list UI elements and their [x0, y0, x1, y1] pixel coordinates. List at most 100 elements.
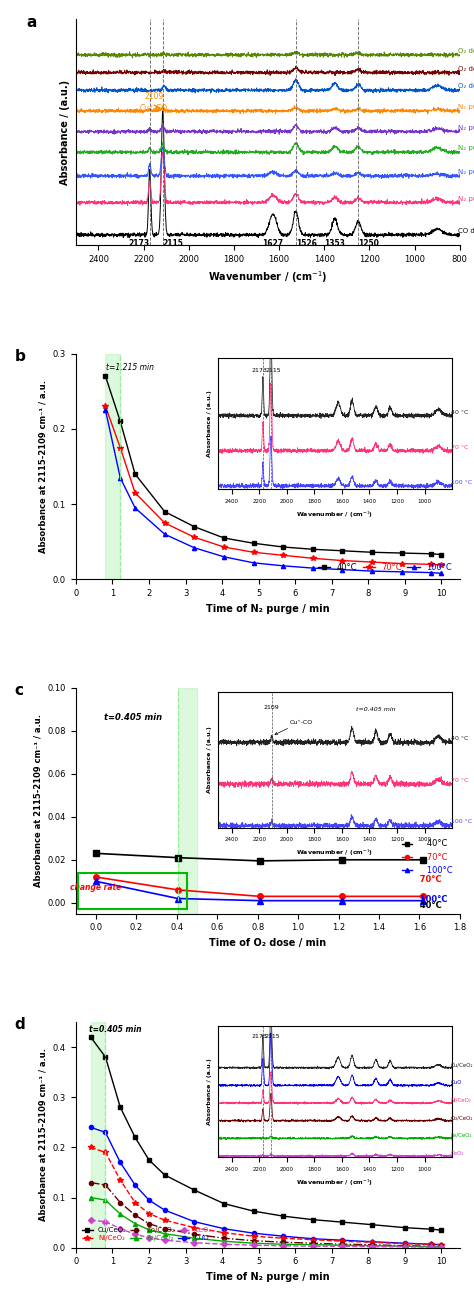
Line: Cu/CeO₂: Cu/CeO₂ [89, 1034, 444, 1232]
40°C [339, 852, 345, 868]
Cu/CeO₂ [132, 1130, 138, 1146]
40°C [162, 504, 167, 520]
Line: Ni/CeO₂: Ni/CeO₂ [88, 1144, 444, 1248]
Line: CeO₂: CeO₂ [89, 1218, 444, 1249]
Text: d: d [14, 1018, 25, 1032]
70°C [132, 485, 138, 500]
40°C [251, 535, 256, 551]
Cu/CeO₂ [162, 1168, 167, 1183]
Fe/CeO₂ [221, 1234, 227, 1249]
Cu/CeO₂ [221, 1196, 227, 1212]
Fe/CeO₂ [146, 1222, 152, 1237]
Text: 2109: 2109 [144, 92, 164, 101]
Fe/CeO₂ [102, 1192, 108, 1208]
Co/CeO₂ [310, 1236, 316, 1252]
Y-axis label: Absorbance / (a.u.): Absorbance / (a.u.) [60, 80, 70, 185]
Text: CO dose for 30 min: CO dose for 30 min [457, 228, 474, 234]
100°C [339, 893, 345, 909]
Ni/CeO₂ [162, 1213, 167, 1228]
Cu/CeO₂ [102, 1050, 108, 1065]
40°C [420, 852, 426, 868]
Cu/CeO₂ [280, 1209, 286, 1224]
CuO [88, 1120, 93, 1135]
Fe/CeO₂ [310, 1237, 316, 1253]
Text: 100°C: 100°C [414, 895, 447, 904]
Co/CeO₂ [221, 1231, 227, 1246]
CuO [146, 1192, 152, 1208]
Bar [78, 873, 187, 909]
Text: N₂ purge for 1.62 min: N₂ purge for 1.62 min [457, 169, 474, 175]
Cu/CeO₂ [428, 1222, 434, 1237]
70°C [339, 553, 345, 569]
70°C [280, 547, 286, 562]
Fe/CeO₂ [438, 1239, 444, 1254]
CeO₂ [402, 1239, 408, 1254]
100°C [420, 893, 426, 909]
100°C [251, 555, 256, 570]
CuO [402, 1236, 408, 1252]
Text: a: a [26, 16, 36, 30]
Bar [91, 1021, 105, 1248]
CeO₂ [102, 1214, 108, 1230]
Ni/CeO₂ [88, 1139, 93, 1155]
Fe/CeO₂ [118, 1206, 123, 1222]
CeO₂ [280, 1237, 286, 1253]
Co/CeO₂ [102, 1177, 108, 1192]
Co/CeO₂ [162, 1221, 167, 1236]
Line: 40°C: 40°C [103, 374, 444, 556]
100°C [162, 526, 167, 542]
Line: 40°C: 40°C [93, 851, 426, 864]
Text: c: c [14, 683, 23, 698]
Co/CeO₂ [118, 1195, 123, 1210]
Y-axis label: Absorbance at 2115-2109 cm⁻¹ / a.u.: Absorbance at 2115-2109 cm⁻¹ / a.u. [38, 380, 47, 553]
Text: 1250: 1250 [358, 239, 379, 248]
Text: 1627: 1627 [263, 239, 283, 248]
Line: CuO: CuO [89, 1125, 444, 1246]
Ni/CeO₂ [251, 1228, 256, 1244]
70°C [191, 529, 197, 544]
Y-axis label: Absorbance at 2115-2109 cm⁻¹ / a.u.: Absorbance at 2115-2109 cm⁻¹ / a.u. [33, 714, 42, 887]
40°C [93, 846, 99, 861]
70°C [399, 556, 404, 572]
Co/CeO₂ [402, 1237, 408, 1253]
Y-axis label: Absorbance at 2115-2109 cm⁻¹ / a.u.: Absorbance at 2115-2109 cm⁻¹ / a.u. [38, 1049, 47, 1222]
Ni/CeO₂ [191, 1219, 197, 1235]
Co/CeO₂ [132, 1208, 138, 1223]
Text: 2115: 2115 [163, 239, 183, 248]
Legend: Cu/CeO₂, Ni/CeO₂, Co/CeO₂, Fe/CeO₂, CeO₂, CuO: Cu/CeO₂, Ni/CeO₂, Co/CeO₂, Fe/CeO₂, CeO₂… [79, 1224, 214, 1244]
Cu/CeO₂ [438, 1222, 444, 1237]
100°C [369, 564, 375, 579]
Co/CeO₂ [438, 1239, 444, 1254]
100°C [102, 402, 108, 418]
Ni/CeO₂ [221, 1224, 227, 1240]
Bar [105, 353, 120, 579]
100°C [399, 564, 404, 579]
40°C [221, 530, 227, 546]
X-axis label: Wavenumber / (cm$^{-1}$): Wavenumber / (cm$^{-1}$) [208, 269, 328, 286]
40°C [369, 544, 375, 560]
Ni/CeO₂ [428, 1236, 434, 1252]
CuO [428, 1236, 434, 1252]
70°C [369, 555, 375, 570]
Ni/CeO₂ [146, 1206, 152, 1222]
CuO [162, 1202, 167, 1218]
100°C [280, 559, 286, 574]
CeO₂ [369, 1239, 375, 1254]
Ni/CeO₂ [402, 1236, 408, 1252]
40°C [310, 542, 316, 557]
Cu/CeO₂ [310, 1212, 316, 1227]
Fe/CeO₂ [251, 1236, 256, 1252]
CuO [369, 1234, 375, 1249]
70°C [118, 440, 123, 455]
70°C [221, 539, 227, 555]
70°C [428, 556, 434, 572]
Text: N₂ purge for 3.24 min: N₂ purge for 3.24 min [457, 145, 474, 151]
Co/CeO₂ [191, 1227, 197, 1243]
X-axis label: Time of N₂ purge / min: Time of N₂ purge / min [206, 604, 329, 614]
CuO [102, 1125, 108, 1140]
100°C [132, 500, 138, 516]
Fe/CeO₂ [191, 1231, 197, 1246]
CeO₂ [146, 1230, 152, 1245]
Fe/CeO₂ [162, 1226, 167, 1241]
CeO₂ [162, 1232, 167, 1248]
